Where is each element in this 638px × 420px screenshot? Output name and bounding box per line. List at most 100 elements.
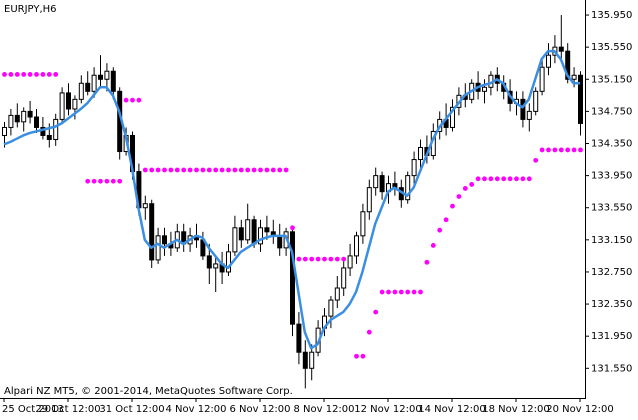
candle-body xyxy=(85,82,91,92)
stop-dot xyxy=(565,147,571,153)
stop-dot xyxy=(443,217,449,223)
stop-dot xyxy=(91,178,97,184)
stop-dot xyxy=(258,167,263,173)
candle-body xyxy=(539,66,545,92)
x-tick-label: 6 Nov 12:00 xyxy=(229,404,290,415)
candle-body xyxy=(302,351,308,369)
stop-dot xyxy=(194,167,199,173)
y-tick-label: 135.550 xyxy=(591,42,632,53)
candle-body xyxy=(334,287,340,301)
stop-dot xyxy=(21,72,27,77)
candle-body xyxy=(14,114,20,123)
y-tick-label: 132.750 xyxy=(591,267,632,278)
stop-dot xyxy=(341,256,347,262)
candle-body xyxy=(578,74,583,124)
y-tick-label: 133.150 xyxy=(591,235,632,246)
x-tick-label: 25 Oct 2013 xyxy=(2,404,64,415)
candle-body xyxy=(91,74,97,92)
stop-dot xyxy=(571,147,577,153)
stop-dot xyxy=(168,167,174,173)
stop-dot xyxy=(322,256,327,262)
candle-body xyxy=(277,235,283,249)
stop-dot xyxy=(46,72,52,77)
candle-body xyxy=(226,251,231,273)
stop-dot xyxy=(53,72,59,77)
stop-dot xyxy=(328,256,334,262)
stop-dot xyxy=(450,203,455,209)
candle-body xyxy=(78,82,84,100)
candle-body xyxy=(110,70,116,92)
stop-dot xyxy=(2,72,7,77)
stop-dot xyxy=(232,167,238,173)
stop-dot xyxy=(558,147,564,153)
stop-dot xyxy=(277,167,283,173)
stop-dot xyxy=(469,182,475,187)
candle-body xyxy=(66,92,71,110)
stop-dot xyxy=(430,243,436,248)
y-tick-label: 133.950 xyxy=(591,171,632,182)
stop-dot xyxy=(379,289,385,295)
footer: Alpari NZ MT5, © 2001-2014, MetaQuotes S… xyxy=(4,386,293,397)
candle-body xyxy=(520,98,526,120)
candle-body xyxy=(373,175,379,189)
stop-dot xyxy=(462,186,468,191)
stop-dot xyxy=(155,167,161,173)
candle-body xyxy=(21,110,27,123)
candle-body xyxy=(251,219,257,245)
stop-dot xyxy=(162,167,167,173)
stop-dot xyxy=(251,167,257,173)
stop-dot xyxy=(117,178,123,184)
candle-body xyxy=(245,219,251,241)
stop-dot xyxy=(219,167,225,173)
stop-dot xyxy=(533,157,539,163)
candle-body xyxy=(354,235,359,257)
candle-body xyxy=(264,227,270,233)
candle-body xyxy=(347,255,353,269)
stop-dot xyxy=(539,147,545,153)
stop-dot xyxy=(283,167,289,173)
candle-body xyxy=(546,54,551,68)
candle-body xyxy=(59,92,65,120)
candle-body xyxy=(98,74,103,80)
stop-dot xyxy=(264,167,270,173)
candle-body xyxy=(155,235,161,261)
stop-dot xyxy=(213,167,219,173)
candle-body xyxy=(411,159,417,177)
stop-dot xyxy=(302,256,308,262)
x-tick-label: 20 Nov 12:00 xyxy=(546,404,613,415)
candle-body xyxy=(418,147,423,161)
candle-body xyxy=(328,299,334,317)
stop-dot xyxy=(373,309,379,315)
stop-dot xyxy=(398,289,404,295)
candle-body xyxy=(341,267,347,289)
candle-body xyxy=(46,134,52,140)
stop-dot xyxy=(142,167,148,173)
stop-dot xyxy=(494,176,500,182)
stop-dot xyxy=(334,256,340,262)
y-tick-label: 131.550 xyxy=(591,363,632,374)
candle-body xyxy=(290,231,295,325)
stop-dot xyxy=(488,176,494,182)
stop-dot xyxy=(85,178,91,184)
candle-body xyxy=(526,110,532,120)
stop-dot xyxy=(98,178,103,184)
x-tick-label: 18 Nov 12:00 xyxy=(482,404,549,415)
stop-dot xyxy=(418,289,423,295)
moving-average xyxy=(3,49,580,350)
stop-dot xyxy=(130,97,135,103)
stop-dot xyxy=(526,176,532,182)
stop-dot xyxy=(104,178,110,184)
stop-dot xyxy=(110,178,116,184)
stop-dot xyxy=(392,289,398,295)
candle-body xyxy=(2,126,7,136)
candle-body xyxy=(213,263,219,269)
y-tick-label: 134.350 xyxy=(591,138,632,149)
stop-dot xyxy=(123,97,129,103)
stop-dot xyxy=(226,167,231,173)
y-tick-label: 134.750 xyxy=(591,106,632,117)
candle-body xyxy=(533,90,539,112)
stop-dot xyxy=(296,256,302,262)
stop-dot xyxy=(174,167,180,173)
stop-dot xyxy=(354,353,359,359)
